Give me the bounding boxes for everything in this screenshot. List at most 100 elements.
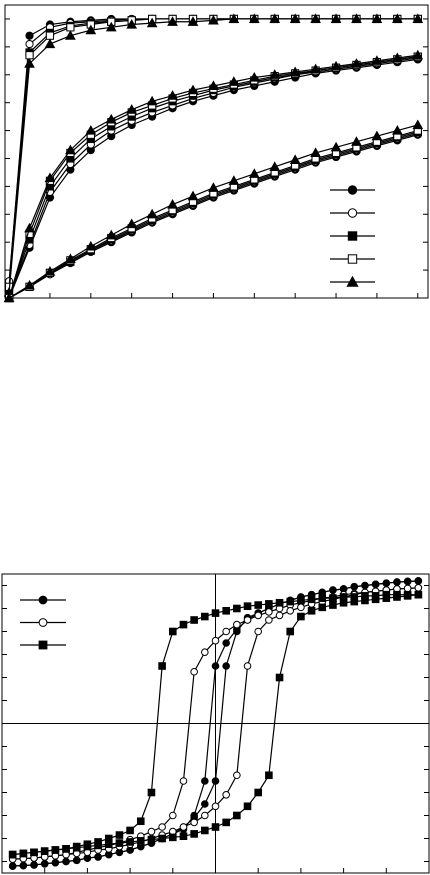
data-point (147, 788, 156, 797)
data-point (167, 198, 178, 209)
data-point (351, 13, 362, 24)
data-point (248, 72, 260, 82)
data-point (233, 620, 241, 629)
data-point (371, 13, 383, 24)
data-point (307, 595, 316, 604)
data-point (254, 601, 262, 609)
data-point (275, 611, 284, 620)
data-point (211, 636, 220, 645)
data-point (146, 208, 158, 219)
data-point (222, 607, 230, 615)
data-point (126, 218, 138, 229)
data-point (190, 830, 198, 838)
legend-marker (38, 618, 48, 627)
data-point (275, 598, 284, 607)
data-point (66, 23, 75, 32)
data-point (85, 24, 97, 35)
data-point (44, 265, 56, 276)
data-point (62, 857, 70, 866)
legend-marker (38, 595, 48, 605)
data-point (158, 834, 166, 843)
data-point (391, 125, 403, 135)
data-point (329, 586, 337, 594)
data-point (208, 14, 219, 25)
data-point (115, 839, 124, 847)
data-point (403, 592, 412, 600)
data-point (62, 845, 70, 853)
data-point (412, 49, 424, 60)
data-point (382, 579, 391, 588)
data-point (201, 800, 209, 808)
data-point (146, 95, 158, 106)
data-point (254, 611, 263, 620)
data-point (371, 55, 383, 65)
data-point (330, 141, 342, 152)
data-point (40, 860, 49, 868)
data-point (414, 590, 423, 599)
data-point (158, 662, 166, 670)
data-point (179, 823, 188, 831)
data-point (158, 823, 166, 831)
data-point (233, 627, 241, 636)
data-point (147, 827, 156, 836)
data-point (269, 161, 281, 171)
data-point (190, 818, 198, 827)
legend-marker (346, 275, 359, 287)
data-point (208, 80, 219, 91)
data-point (45, 31, 55, 40)
data-point (233, 604, 241, 613)
data-point (286, 597, 295, 606)
data-point (169, 627, 177, 636)
data-point (243, 802, 252, 811)
data-point (19, 849, 28, 858)
data-point (179, 620, 188, 629)
data-point (269, 13, 281, 24)
plot-frame (4, 4, 429, 299)
data-point (44, 38, 56, 49)
data-point (94, 841, 102, 850)
data-point (94, 853, 102, 861)
data-point (179, 832, 188, 841)
data-point (233, 771, 241, 780)
data-point (403, 584, 412, 593)
data-point (222, 639, 230, 647)
data-point (136, 817, 145, 826)
data-point (3, 292, 15, 303)
data-point (105, 113, 117, 124)
data-point (8, 850, 17, 859)
legend-marker (347, 254, 358, 264)
data-point (126, 104, 138, 114)
data-point (329, 594, 337, 602)
data-point (361, 581, 369, 590)
data-point (44, 172, 56, 183)
data-point (351, 136, 362, 146)
data-point (307, 607, 316, 615)
data-point (393, 593, 401, 601)
data-point (286, 627, 295, 636)
data-point (265, 771, 273, 780)
data-point (265, 616, 273, 624)
data-point (115, 831, 124, 839)
data-point (147, 835, 156, 844)
data-point (269, 69, 281, 79)
data-point (371, 580, 380, 589)
data-point (65, 253, 76, 264)
data-point (265, 608, 273, 616)
data-point (126, 838, 134, 846)
data-point (414, 584, 423, 592)
data-point (201, 777, 209, 785)
data-point (350, 597, 359, 606)
data-point (105, 229, 117, 240)
data-point (391, 13, 403, 24)
data-point (65, 144, 76, 155)
data-point (243, 602, 252, 611)
data-point (243, 616, 252, 624)
data-point (289, 13, 301, 24)
data-point (40, 847, 49, 855)
data-point (85, 240, 97, 251)
data-point (228, 13, 240, 24)
data-point (254, 788, 262, 797)
legend-marker (347, 208, 358, 218)
data-point (104, 840, 113, 849)
